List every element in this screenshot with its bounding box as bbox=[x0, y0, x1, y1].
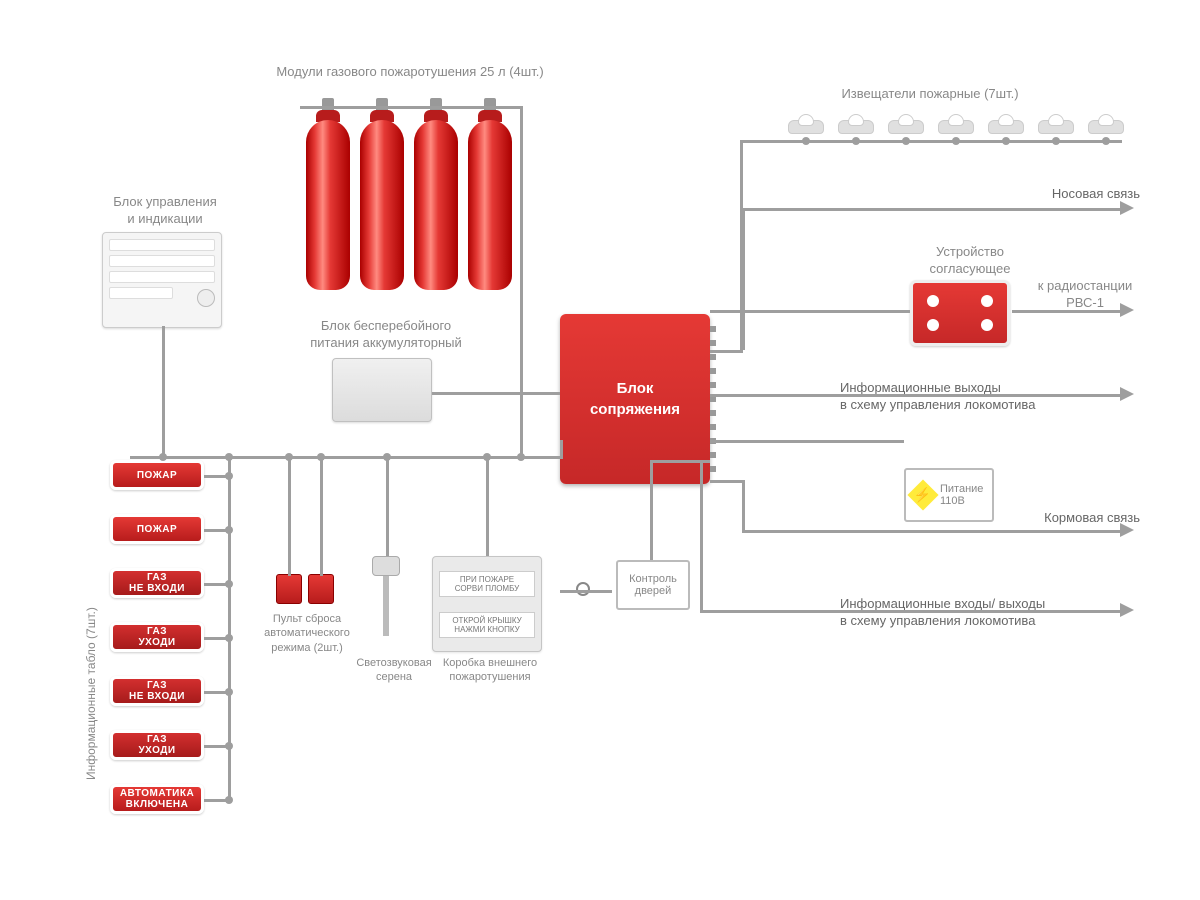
gas-cylinder bbox=[306, 120, 350, 290]
wire bbox=[742, 480, 745, 530]
wire bbox=[386, 456, 389, 556]
info-sign: ГАЗ НЕ ВХОДИ bbox=[110, 676, 204, 706]
wire bbox=[710, 440, 904, 443]
fire-detector bbox=[788, 108, 824, 134]
signs-vertical-label: Информационные табло (7шт.) bbox=[84, 607, 98, 780]
ups-box bbox=[332, 358, 432, 422]
wire bbox=[300, 106, 520, 109]
gas-cylinder bbox=[360, 120, 404, 290]
siren-label: Светозвуковая серена bbox=[344, 656, 444, 685]
door-control-label: Контроль дверей bbox=[629, 573, 677, 597]
wire bbox=[710, 480, 743, 483]
wire bbox=[710, 394, 1120, 397]
power-label: Питание 110В bbox=[940, 483, 983, 507]
detectors-title: Извещатели пожарные (7шт.) bbox=[800, 86, 1060, 103]
wire bbox=[710, 310, 910, 313]
reset-console-label: Пульт сброса автоматического режима (2шт… bbox=[252, 612, 362, 655]
wire bbox=[700, 610, 1120, 613]
fire-detector bbox=[938, 108, 974, 134]
wire bbox=[742, 208, 745, 350]
wire bbox=[228, 456, 231, 800]
siren bbox=[372, 556, 400, 636]
reset-console-1 bbox=[276, 574, 302, 604]
wire bbox=[700, 460, 703, 610]
info-sign: ГАЗ НЕ ВХОДИ bbox=[110, 568, 204, 598]
match-device bbox=[910, 280, 1010, 346]
wire bbox=[650, 460, 710, 463]
ext-box-line1: ПРИ ПОЖАРЕ СОРВИ ПЛОМБУ bbox=[439, 571, 535, 597]
control-panel bbox=[102, 232, 222, 328]
bolt-icon: ⚡ bbox=[907, 479, 938, 510]
central-block: Блок сопряжения bbox=[560, 314, 710, 484]
wire bbox=[740, 140, 1122, 143]
fire-detector bbox=[1088, 108, 1124, 134]
wire bbox=[130, 456, 560, 459]
wire bbox=[560, 590, 612, 593]
reset-console-2 bbox=[308, 574, 334, 604]
central-label: Блок сопряжения bbox=[590, 378, 680, 420]
info-sign: ГАЗ УХОДИ bbox=[110, 730, 204, 760]
stern-link-label: Кормовая связь bbox=[980, 510, 1140, 527]
wire bbox=[742, 530, 1120, 533]
wire bbox=[710, 350, 743, 353]
fire-detector bbox=[888, 108, 924, 134]
info-sign: АВТОМАТИКА ВКЛЮЧЕНА bbox=[110, 784, 204, 814]
wire bbox=[560, 440, 563, 459]
wire bbox=[650, 460, 653, 560]
info-sign: ПОЖАР bbox=[110, 460, 204, 490]
info-sign: ГАЗ УХОДИ bbox=[110, 622, 204, 652]
door-control: Контроль дверей bbox=[616, 560, 690, 610]
nose-link-label: Носовая связь bbox=[980, 186, 1140, 203]
wire bbox=[162, 326, 165, 456]
arrow-info bbox=[1120, 387, 1134, 401]
wire bbox=[320, 456, 323, 576]
wire bbox=[520, 106, 523, 456]
ext-box-line2: ОТКРОЙ КРЫШКУ НАЖМИ КНОПКУ bbox=[439, 612, 535, 638]
arrow-nose bbox=[1120, 201, 1134, 215]
arrow-radio bbox=[1120, 303, 1134, 317]
external-ext-box: ПРИ ПОЖАРЕ СОРВИ ПЛОМБУ ОТКРОЙ КРЫШКУ НА… bbox=[432, 556, 542, 652]
cylinders-title: Модули газового пожаротушения 25 л (4шт.… bbox=[270, 64, 550, 81]
arrow-stern bbox=[1120, 523, 1134, 537]
wire bbox=[288, 456, 291, 576]
ups-label: Блок бесперебойного питания аккумуляторн… bbox=[286, 318, 486, 352]
wire bbox=[742, 208, 1120, 211]
wire bbox=[486, 456, 489, 556]
control-unit-label: Блок управления и индикации bbox=[100, 194, 230, 228]
fire-detector bbox=[988, 108, 1024, 134]
fire-detector bbox=[1038, 108, 1074, 134]
wire bbox=[1012, 310, 1120, 313]
info-sign: ПОЖАР bbox=[110, 514, 204, 544]
arrow-io bbox=[1120, 603, 1134, 617]
ext-box-caption: Коробка внешнего пожаротушения bbox=[430, 656, 550, 685]
gas-cylinder bbox=[414, 120, 458, 290]
match-device-label: Устройство согласующее bbox=[910, 244, 1030, 278]
gas-cylinder bbox=[468, 120, 512, 290]
fire-detector bbox=[838, 108, 874, 134]
wire bbox=[432, 392, 560, 395]
